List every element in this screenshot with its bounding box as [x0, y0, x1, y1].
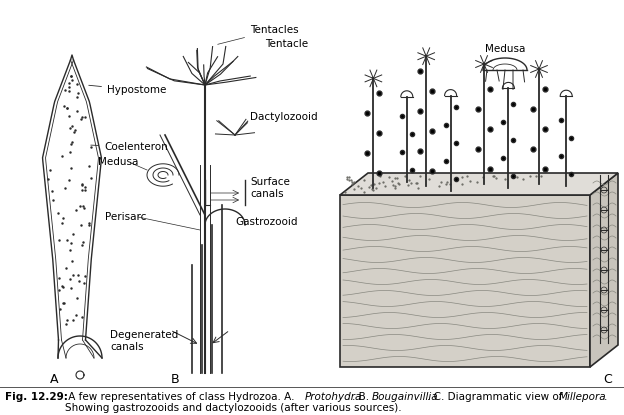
Text: Gastrozooid: Gastrozooid	[235, 217, 298, 227]
Text: Tentacle: Tentacle	[265, 39, 308, 49]
Text: . B.: . B.	[352, 392, 373, 402]
Text: Showing gastrozooids and dactylozooids (after various sources).: Showing gastrozooids and dactylozooids (…	[65, 403, 402, 413]
Text: A few representatives of class Hydrozoa. A.: A few representatives of class Hydrozoa.…	[65, 392, 298, 402]
Polygon shape	[590, 173, 618, 367]
Text: Hypostome: Hypostome	[89, 85, 167, 95]
Text: .: .	[604, 392, 607, 402]
Text: Surface
canals: Surface canals	[250, 177, 290, 199]
Text: Millepora: Millepora	[559, 392, 607, 402]
Polygon shape	[340, 173, 618, 195]
Text: Degenerated
canals: Degenerated canals	[110, 330, 178, 352]
Text: Coelenteron: Coelenteron	[90, 142, 168, 152]
Polygon shape	[340, 195, 590, 367]
Text: A: A	[50, 373, 58, 386]
Text: Dactylozooid: Dactylozooid	[250, 112, 318, 122]
Text: Bougainvillia: Bougainvillia	[372, 392, 439, 402]
Text: Medusa: Medusa	[485, 44, 525, 54]
Text: Medusa: Medusa	[98, 157, 139, 167]
Text: B: B	[171, 373, 179, 386]
Text: Tentacles: Tentacles	[218, 25, 299, 44]
Text: . C. Diagrammatic view of: . C. Diagrammatic view of	[427, 392, 566, 402]
Text: Perisarc: Perisarc	[105, 212, 147, 222]
Text: Fig. 12.29:: Fig. 12.29:	[5, 392, 68, 402]
Text: Protohydra: Protohydra	[305, 392, 363, 402]
Text: C: C	[603, 373, 612, 386]
